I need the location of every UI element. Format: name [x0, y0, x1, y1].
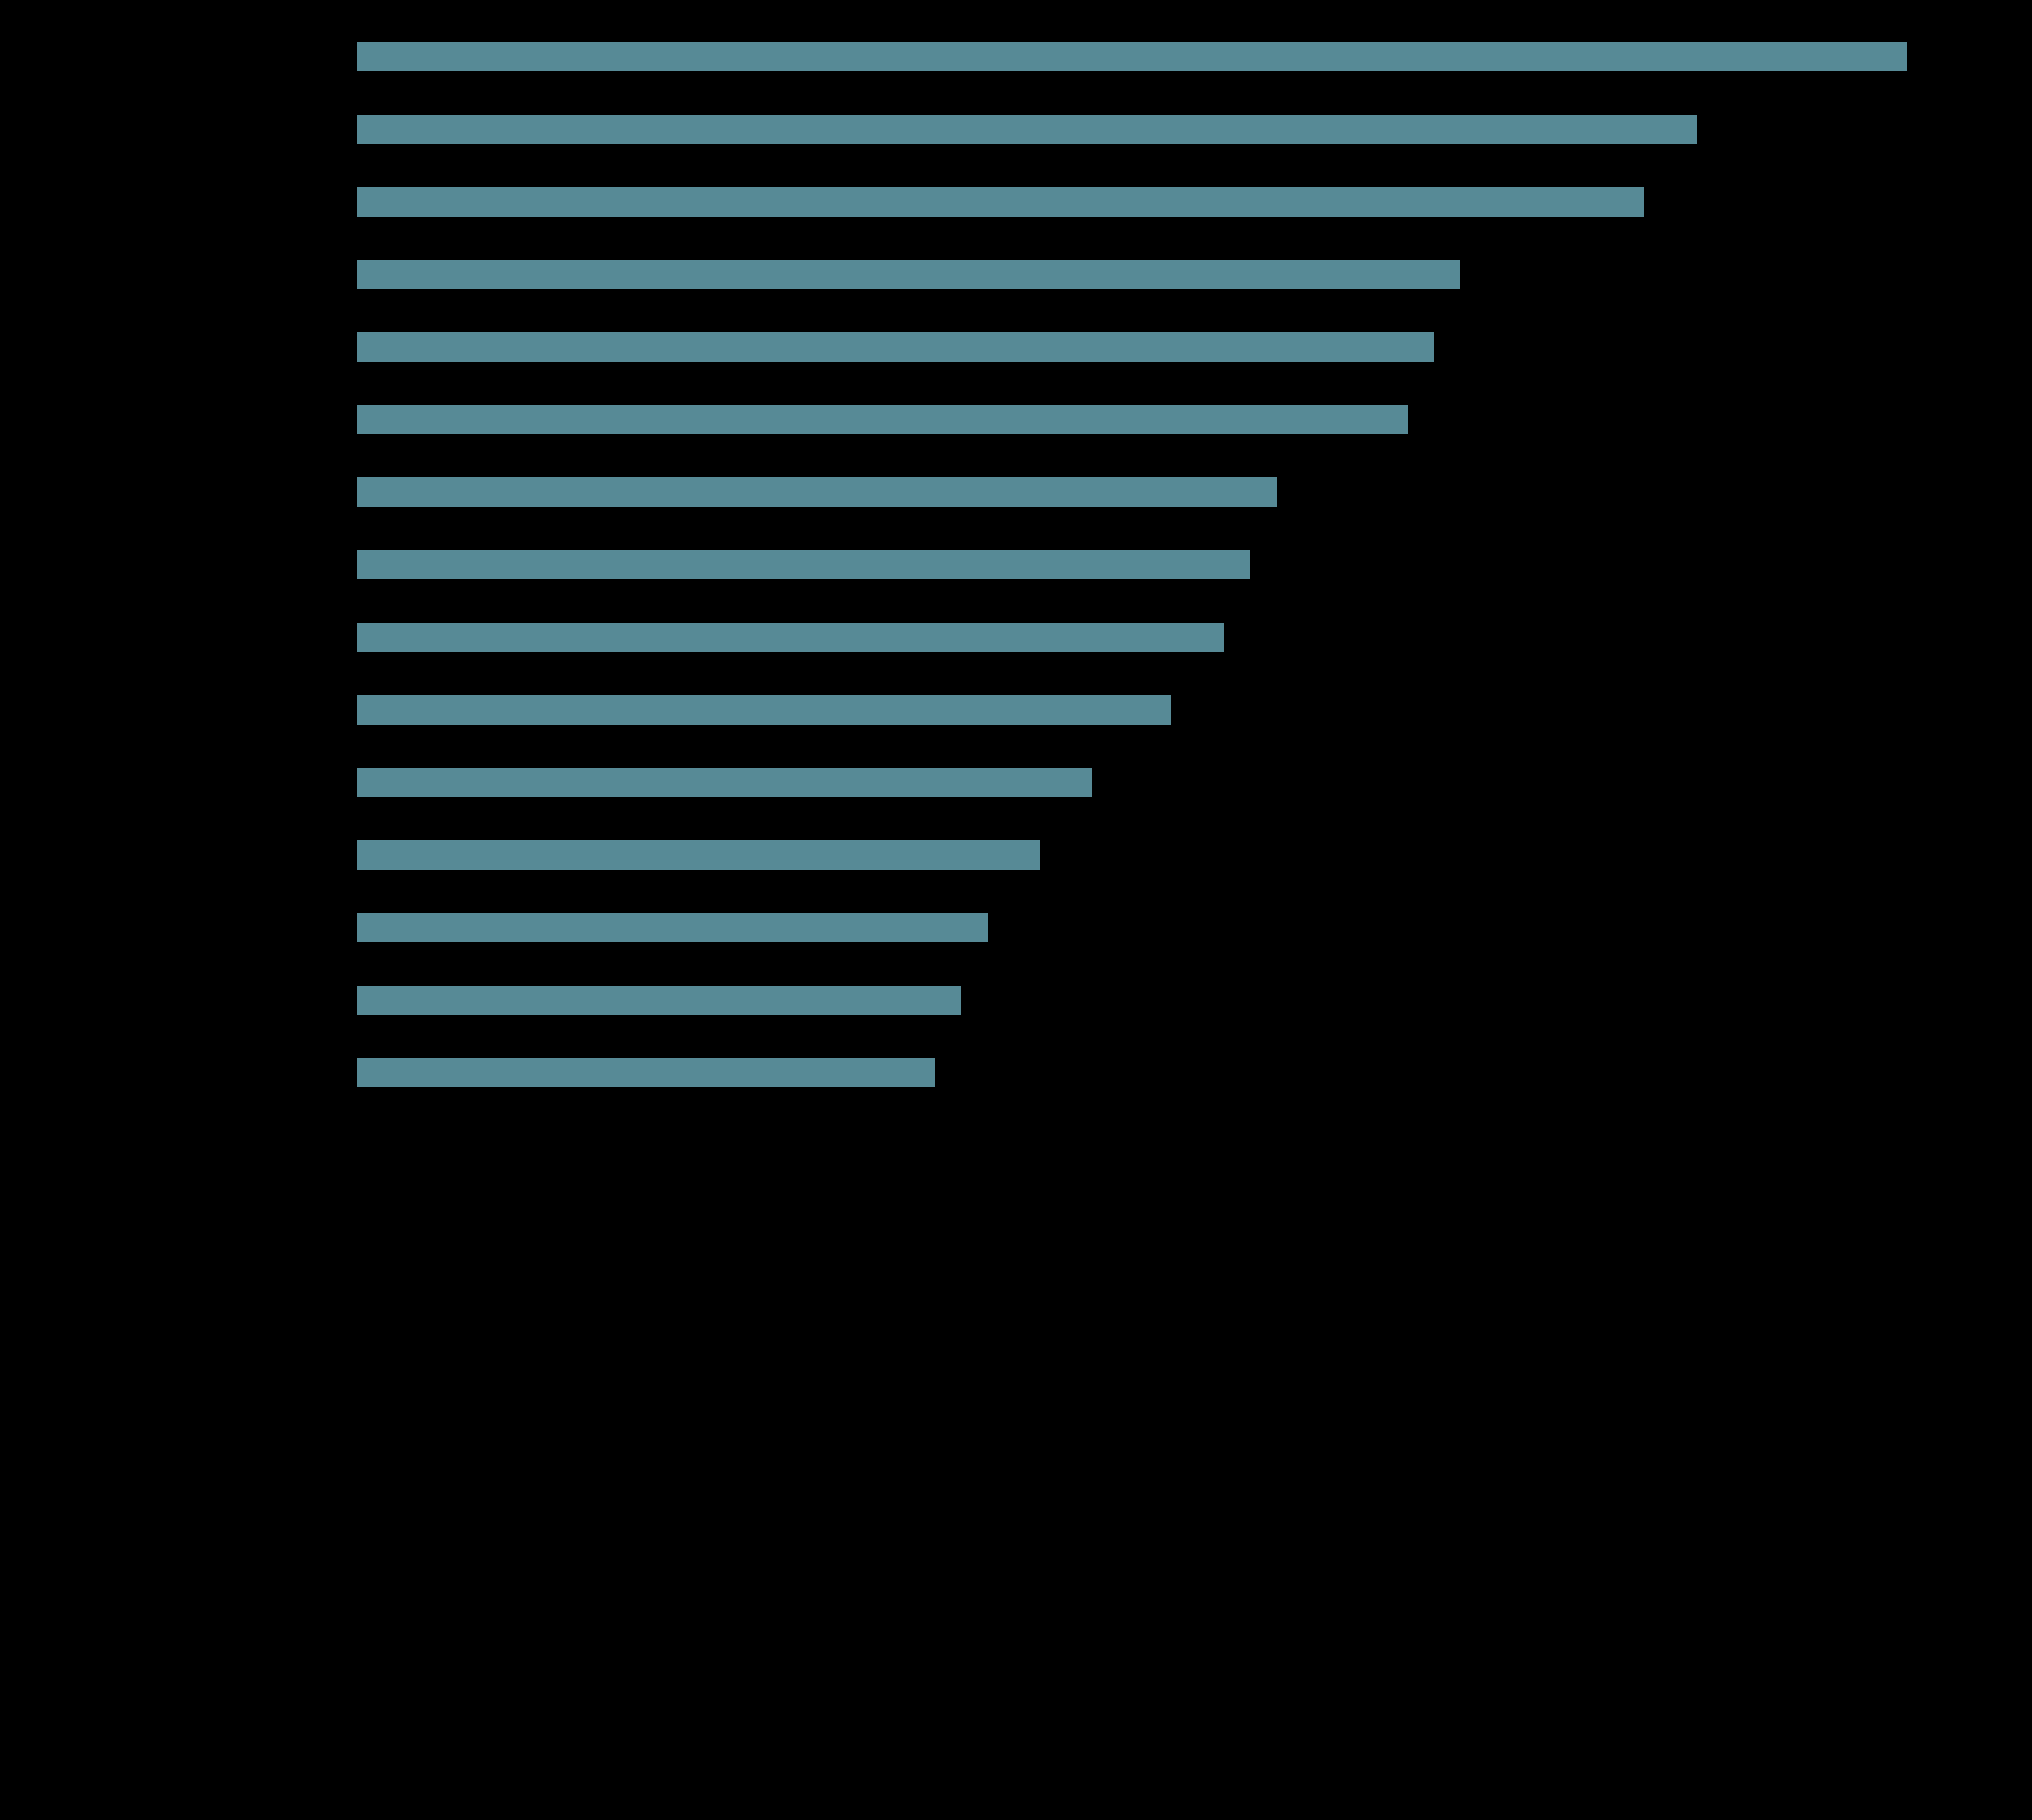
bar [357, 114, 1697, 144]
bar [357, 913, 988, 943]
bar [357, 550, 1250, 579]
bar [357, 768, 1093, 797]
bar [357, 985, 962, 1015]
bar [357, 187, 1644, 217]
gridline [1933, 24, 1934, 1128]
bar [357, 623, 1224, 652]
bar [357, 1058, 935, 1088]
chart-canvas [357, 0, 2032, 1213]
bar [357, 477, 1277, 507]
plot-area [357, 0, 2032, 1213]
bar [357, 332, 1434, 362]
bar [357, 840, 1040, 870]
bar [357, 695, 1172, 725]
bar [357, 405, 1408, 434]
gridline [1670, 24, 1671, 1128]
bar [357, 42, 1907, 72]
bar [357, 260, 1461, 289]
